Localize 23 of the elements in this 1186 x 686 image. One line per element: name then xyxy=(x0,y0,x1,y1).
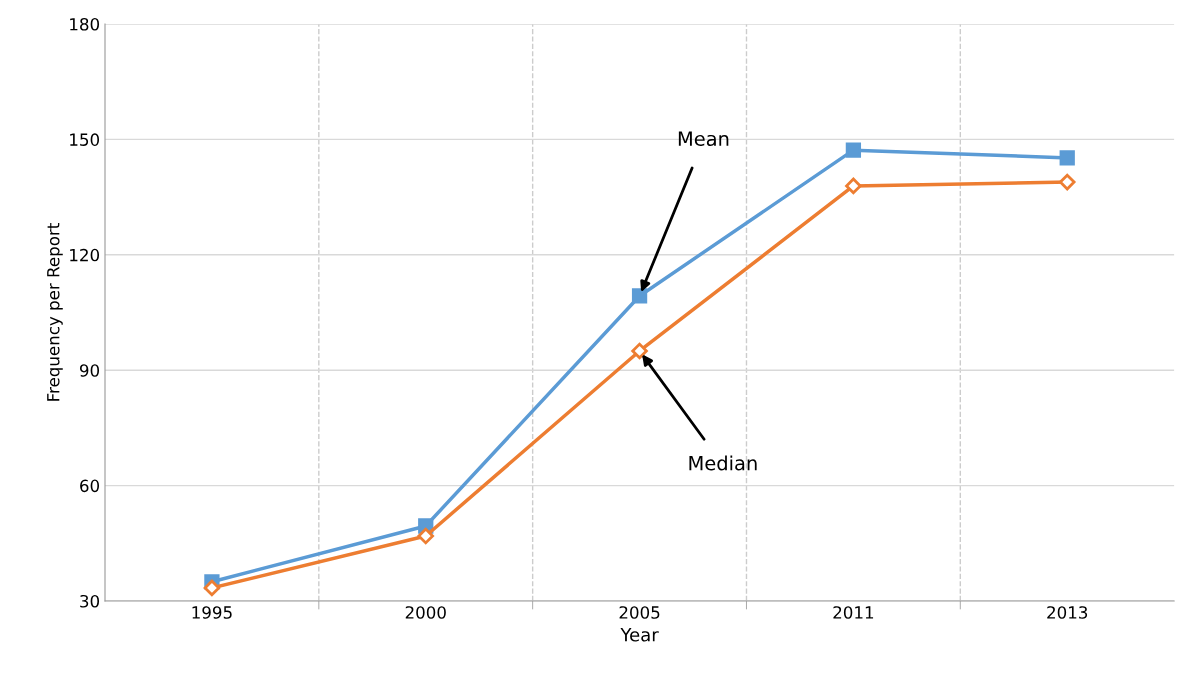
y-tick-label: 90 xyxy=(79,364,100,377)
point xyxy=(845,142,862,158)
x-tick-label: 1995 xyxy=(192,606,232,619)
point xyxy=(845,177,862,195)
point xyxy=(1059,150,1075,166)
x-axis-title: Year xyxy=(620,628,659,642)
y-tick-label: 30 xyxy=(80,594,100,608)
y-tick-label: 180 xyxy=(70,17,100,31)
point xyxy=(417,527,435,545)
y-tick-label: 150 xyxy=(70,133,100,146)
x-tick-label: 2013 xyxy=(1047,606,1088,619)
y-tick-label: 120 xyxy=(70,248,100,262)
point xyxy=(631,288,648,304)
y-tick-label: 60 xyxy=(80,479,100,493)
x-tick-label: 2005 xyxy=(619,606,660,619)
x-tick-label: 2000 xyxy=(405,606,446,619)
x-tick-label: 2011 xyxy=(833,606,874,619)
annotation: Median xyxy=(689,455,757,471)
point xyxy=(631,342,648,360)
point xyxy=(1058,173,1076,191)
point xyxy=(203,579,221,597)
y-axis-title: Frequency per Report xyxy=(47,223,63,401)
annotation: Mean xyxy=(678,131,729,147)
